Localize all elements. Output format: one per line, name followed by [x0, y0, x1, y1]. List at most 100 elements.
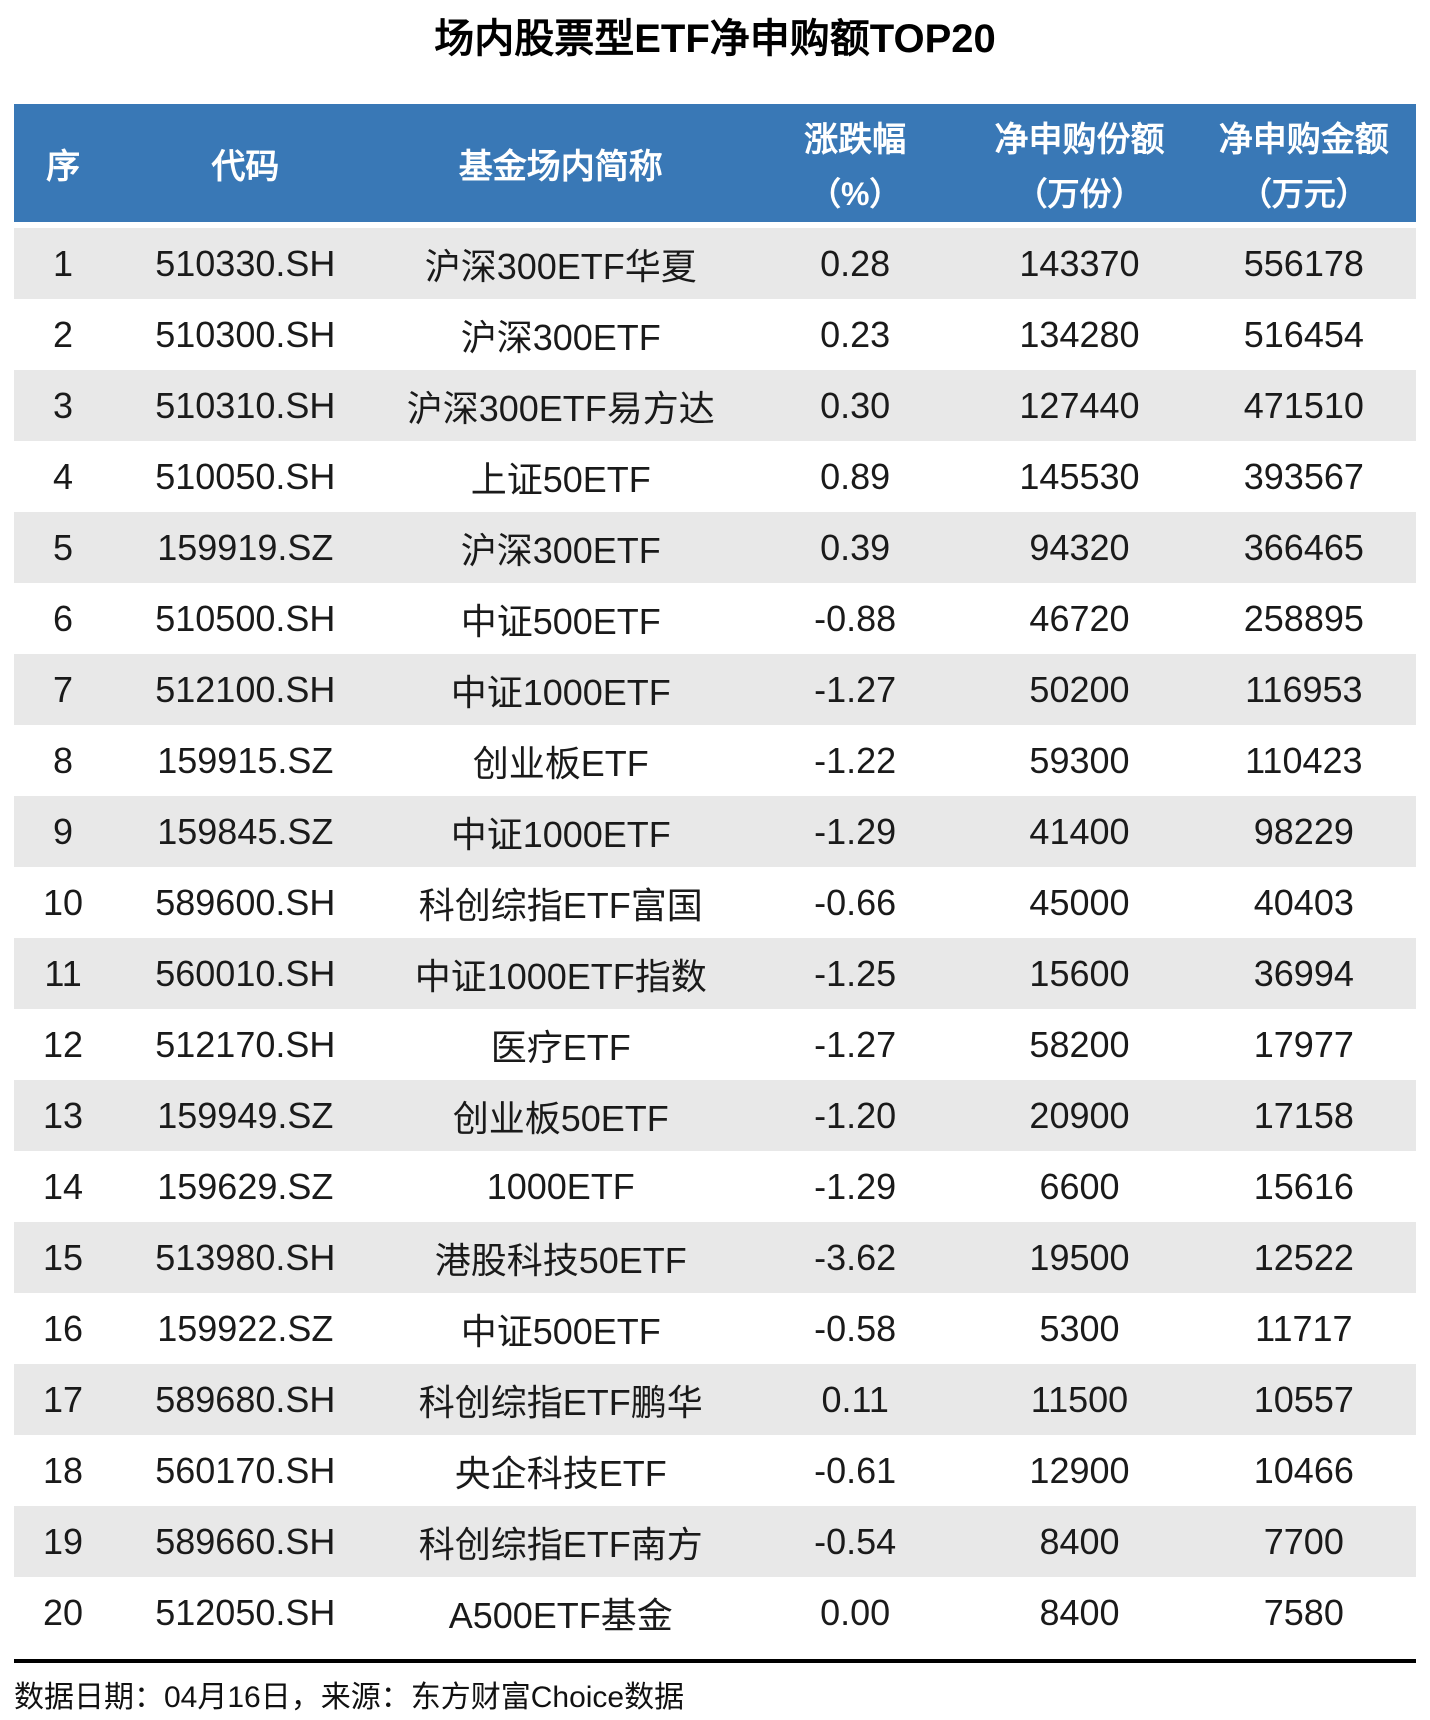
cell-amount: 7580: [1263, 1591, 1344, 1633]
page-title: 场内股票型ETF净申购额TOP20: [434, 17, 996, 61]
cell-name: 创业板ETF: [472, 742, 649, 784]
cell-code: 510300.SH: [155, 313, 336, 355]
cell-amount: 40403: [1253, 881, 1354, 923]
cell-seq: 18: [43, 1449, 84, 1491]
table-row: 5 159919.SZ 沪深300ETF 0.39 94320 366465: [14, 512, 1416, 583]
cell-change: -1.29: [814, 1165, 897, 1207]
table-row: 17 589680.SH 科创综指ETF鹏华 0.11 11500 10557: [14, 1364, 1416, 1435]
cell-seq: 16: [43, 1307, 84, 1349]
cell-amount: 10466: [1253, 1449, 1354, 1491]
cell-seq: 20: [43, 1591, 84, 1633]
cell-seq: 9: [53, 810, 74, 852]
footer-source: 数据日期：04月16日，来源：东方财富Choice数据: [14, 1681, 685, 1714]
table-header: 序 代码 基金场内简称 涨跌幅 （%） 净申购份额 （万份） 净申购金额: [14, 104, 1416, 228]
cell-change: -1.25: [814, 952, 897, 994]
col-header-shares-label: 净申购份额: [994, 120, 1165, 159]
cell-amount: 17977: [1253, 1023, 1354, 1065]
cell-name: 沪深300ETF: [460, 529, 661, 571]
cell-code: 512050.SH: [155, 1591, 336, 1633]
cell-amount: 12522: [1253, 1236, 1354, 1278]
table-row: 9 159845.SZ 中证1000ETF -1.29 41400 98229: [14, 796, 1416, 867]
cell-amount: 471510: [1243, 384, 1364, 426]
cell-name: 沪深300ETF: [460, 316, 661, 358]
table-row: 8 159915.SZ 创业板ETF -1.22 59300 110423: [14, 725, 1416, 796]
table-row: 10 589600.SH 科创综指ETF富国 -0.66 45000 40403: [14, 867, 1416, 938]
cell-shares: 20900: [1029, 1094, 1130, 1136]
cell-amount: 258895: [1243, 597, 1364, 639]
cell-seq: 7: [53, 668, 74, 710]
cell-seq: 14: [43, 1165, 84, 1207]
cell-name: 创业板50ETF: [452, 1097, 669, 1139]
cell-shares: 145530: [1019, 455, 1140, 497]
cell-name: 科创综指ETF富国: [418, 884, 703, 926]
cell-amount: 98229: [1253, 810, 1354, 852]
cell-change: -0.58: [814, 1307, 897, 1349]
col-header-code-label: 代码: [211, 147, 280, 186]
cell-change: -1.20: [814, 1094, 897, 1136]
cell-amount: 15616: [1253, 1165, 1354, 1207]
cell-code: 510500.SH: [155, 597, 336, 639]
table-row: 20 512050.SH A500ETF基金 0.00 8400 7580: [14, 1577, 1416, 1648]
table-row: 11 560010.SH 中证1000ETF指数 -1.25 15600 36994: [14, 938, 1416, 1009]
cell-seq: 19: [43, 1520, 84, 1562]
cell-shares: 8400: [1039, 1591, 1120, 1633]
cell-amount: 393567: [1243, 455, 1364, 497]
col-header-seq: 序: [14, 104, 113, 228]
table-row: 19 589660.SH 科创综指ETF南方 -0.54 8400 7700: [14, 1506, 1416, 1577]
cell-shares: 50200: [1029, 668, 1130, 710]
cell-code: 510310.SH: [155, 384, 336, 426]
cell-code: 560010.SH: [155, 952, 336, 994]
cell-change: -0.54: [814, 1520, 897, 1562]
col-header-amount-unit: （万元）: [1239, 175, 1368, 212]
cell-seq: 1: [53, 242, 74, 284]
col-header-amount-label: 净申购金额: [1218, 120, 1389, 159]
cell-seq: 10: [43, 881, 84, 923]
cell-shares: 15600: [1029, 952, 1130, 994]
cell-change: -0.88: [814, 597, 897, 639]
col-header-name: 基金场内简称: [378, 104, 744, 228]
col-header-seq-label: 序: [46, 147, 81, 186]
cell-shares: 8400: [1039, 1520, 1120, 1562]
cell-change: -3.62: [814, 1236, 897, 1278]
cell-code: 159919.SZ: [157, 526, 334, 568]
cell-code: 560170.SH: [155, 1449, 336, 1491]
col-header-amount: 净申购金额 （万元）: [1191, 104, 1416, 228]
cell-amount: 36994: [1253, 952, 1354, 994]
cell-amount: 110423: [1245, 739, 1363, 781]
cell-code: 512170.SH: [155, 1023, 336, 1065]
cell-seq: 8: [53, 739, 74, 781]
cell-amount: 366465: [1243, 526, 1364, 568]
col-header-shares: 净申购份额 （万份）: [967, 104, 1192, 228]
table-header-row: 序 代码 基金场内简称 涨跌幅 （%） 净申购份额 （万份） 净申购金额: [14, 104, 1416, 228]
cell-shares: 127440: [1019, 384, 1140, 426]
cell-name: 港股科技50ETF: [434, 1239, 687, 1281]
cell-shares: 59300: [1029, 739, 1130, 781]
cell-seq: 3: [53, 384, 74, 426]
cell-shares: 5300: [1039, 1307, 1120, 1349]
cell-seq: 12: [43, 1023, 84, 1065]
cell-name: 中证500ETF: [460, 600, 661, 642]
cell-amount: 556178: [1243, 242, 1364, 284]
col-header-change-label: 涨跌幅: [804, 120, 907, 159]
cell-change: 0.39: [820, 526, 891, 568]
cell-amount: 116953: [1245, 668, 1363, 710]
cell-amount: 516454: [1243, 313, 1364, 355]
cell-seq: 11: [44, 952, 82, 994]
cell-code: 159922.SZ: [157, 1307, 334, 1349]
table-row: 14 159629.SZ 1000ETF -1.29 6600 15616: [14, 1151, 1416, 1222]
table-row: 2 510300.SH 沪深300ETF 0.23 134280 516454: [14, 299, 1416, 370]
cell-name: 科创综指ETF南方: [418, 1523, 703, 1565]
cell-shares: 11500: [1030, 1378, 1129, 1420]
cell-shares: 58200: [1029, 1023, 1130, 1065]
cell-change: -0.66: [814, 881, 897, 923]
cell-name: 医疗ETF: [490, 1026, 631, 1068]
cell-change: 0.30: [820, 384, 891, 426]
cell-code: 510050.SH: [155, 455, 336, 497]
table-row: 1 510330.SH 沪深300ETF华夏 0.28 143370 556178: [14, 225, 1416, 299]
cell-name: 央企科技ETF: [454, 1452, 667, 1494]
col-header-code: 代码: [112, 104, 379, 228]
cell-name: A500ETF基金: [448, 1594, 673, 1636]
cell-change: 0.89: [820, 455, 891, 497]
cell-amount: 17158: [1253, 1094, 1354, 1136]
